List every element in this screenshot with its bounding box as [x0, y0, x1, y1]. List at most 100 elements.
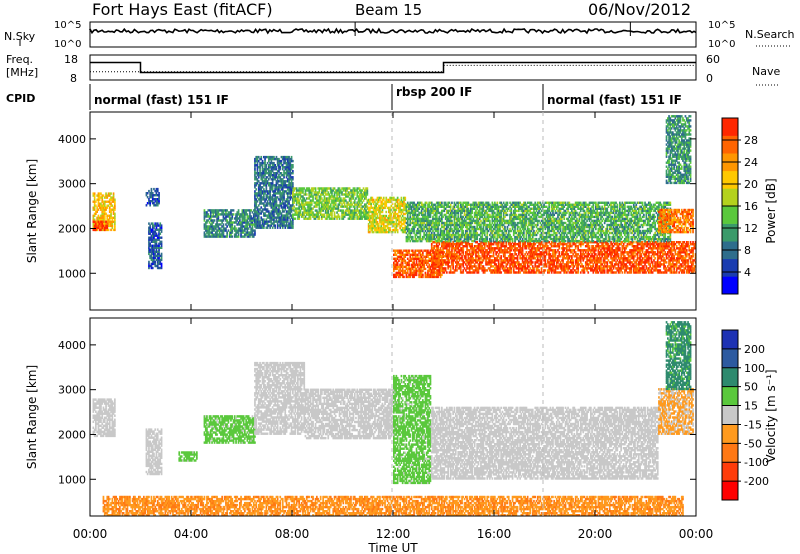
- power-cell: [446, 271, 448, 273]
- power-cell: [350, 199, 352, 201]
- power-cell: [238, 209, 240, 211]
- power-cell: [331, 214, 333, 216]
- power-cell: [522, 247, 524, 249]
- power-cell: [273, 162, 275, 164]
- power-cell: [113, 192, 115, 194]
- power-cell: [324, 214, 326, 216]
- power-cell: [292, 170, 294, 172]
- power-cell: [566, 271, 568, 273]
- power-cell: [441, 274, 443, 276]
- power-cell: [303, 197, 305, 199]
- power-cell: [96, 211, 98, 213]
- power-cell: [233, 209, 235, 211]
- power-cell: [151, 188, 153, 190]
- power-cell: [231, 215, 233, 217]
- power-cell: [269, 227, 271, 229]
- power-cell: [262, 164, 264, 166]
- power-cell: [161, 241, 163, 243]
- power-cell: [258, 214, 260, 216]
- power-cell: [207, 213, 209, 215]
- nave-label: Nave: [752, 65, 780, 78]
- power-cell: [292, 182, 294, 184]
- power-cell: [408, 250, 410, 252]
- power-cell: [231, 235, 233, 237]
- power-cell: [562, 259, 564, 261]
- power-cell: [385, 211, 387, 213]
- power-cell: [473, 257, 475, 259]
- power-cell: [500, 271, 502, 273]
- nsky-tick-bottom: 10^0: [54, 39, 81, 50]
- power-data: [93, 115, 697, 278]
- power-cell: [110, 192, 112, 194]
- power-cell: [474, 271, 476, 273]
- nave-line: [90, 65, 696, 71]
- power-cell: [608, 271, 610, 273]
- power-cell: [214, 219, 216, 221]
- power-cell: [618, 253, 620, 255]
- power-cell: [291, 156, 293, 158]
- power-cell: [295, 218, 297, 220]
- nsearch-tick-top: 10^5: [708, 20, 735, 31]
- power-cell: [233, 213, 235, 215]
- power-cell: [449, 259, 451, 261]
- power-cell: [404, 197, 406, 199]
- power-cell: [103, 221, 105, 223]
- power-cell: [510, 271, 512, 273]
- freq-panel-frame: [90, 55, 696, 80]
- power-cell: [580, 271, 582, 273]
- power-cell: [147, 192, 149, 194]
- power-cell: [157, 188, 159, 190]
- power-cell: [572, 271, 574, 273]
- power-cell: [367, 187, 369, 189]
- power-cell: [114, 225, 116, 227]
- freq-unit: [MHz]: [6, 66, 38, 79]
- power-cell: [382, 209, 384, 211]
- power-cell: [545, 259, 547, 261]
- power-cell: [598, 271, 600, 273]
- power-cell: [454, 271, 456, 273]
- power-cell: [435, 271, 437, 273]
- power-cell: [315, 187, 317, 189]
- power-cell: [244, 215, 246, 217]
- power-cell: [396, 209, 398, 211]
- power-cell: [471, 243, 473, 245]
- power-cell: [541, 259, 543, 261]
- power-cell: [407, 254, 409, 256]
- power-cell: [106, 225, 108, 227]
- power-cell: [536, 271, 538, 273]
- power-cell: [298, 199, 300, 201]
- power-cell: [580, 259, 582, 261]
- power-cell: [277, 227, 279, 229]
- power-cell: [593, 271, 595, 273]
- power-cell: [432, 259, 434, 261]
- freq-tick-top: 18: [64, 53, 78, 66]
- power-cell: [595, 247, 597, 249]
- power-cell: [234, 225, 236, 227]
- cpid-segment-2: rbsp 200 IF: [396, 85, 472, 99]
- power-cell: [161, 237, 163, 239]
- power-cell: [284, 227, 286, 229]
- power-cell: [148, 190, 150, 192]
- power-cell: [247, 213, 249, 215]
- power-cell: [312, 211, 314, 213]
- power-cell: [266, 164, 268, 166]
- cpid-segment-1: normal (fast) 151 IF: [94, 93, 229, 107]
- power-cell: [258, 176, 260, 178]
- nsearch-tick-bottom: 10^0: [708, 39, 735, 50]
- power-cell: [161, 227, 163, 229]
- freq-label: Freq.: [6, 53, 33, 66]
- power-cell: [484, 271, 486, 273]
- power-cell: [445, 267, 447, 269]
- power-cell: [112, 225, 114, 227]
- power-cell: [99, 199, 101, 201]
- power-cell: [541, 267, 543, 269]
- power-cell: [334, 211, 336, 213]
- power-cell: [148, 261, 150, 263]
- nave-tick-top: 60: [706, 53, 720, 66]
- power-cell: [558, 251, 560, 253]
- cpid-label: CPID: [6, 92, 35, 105]
- power-cell: [282, 227, 284, 229]
- power-cell: [248, 227, 250, 229]
- power-cell: [161, 224, 163, 226]
